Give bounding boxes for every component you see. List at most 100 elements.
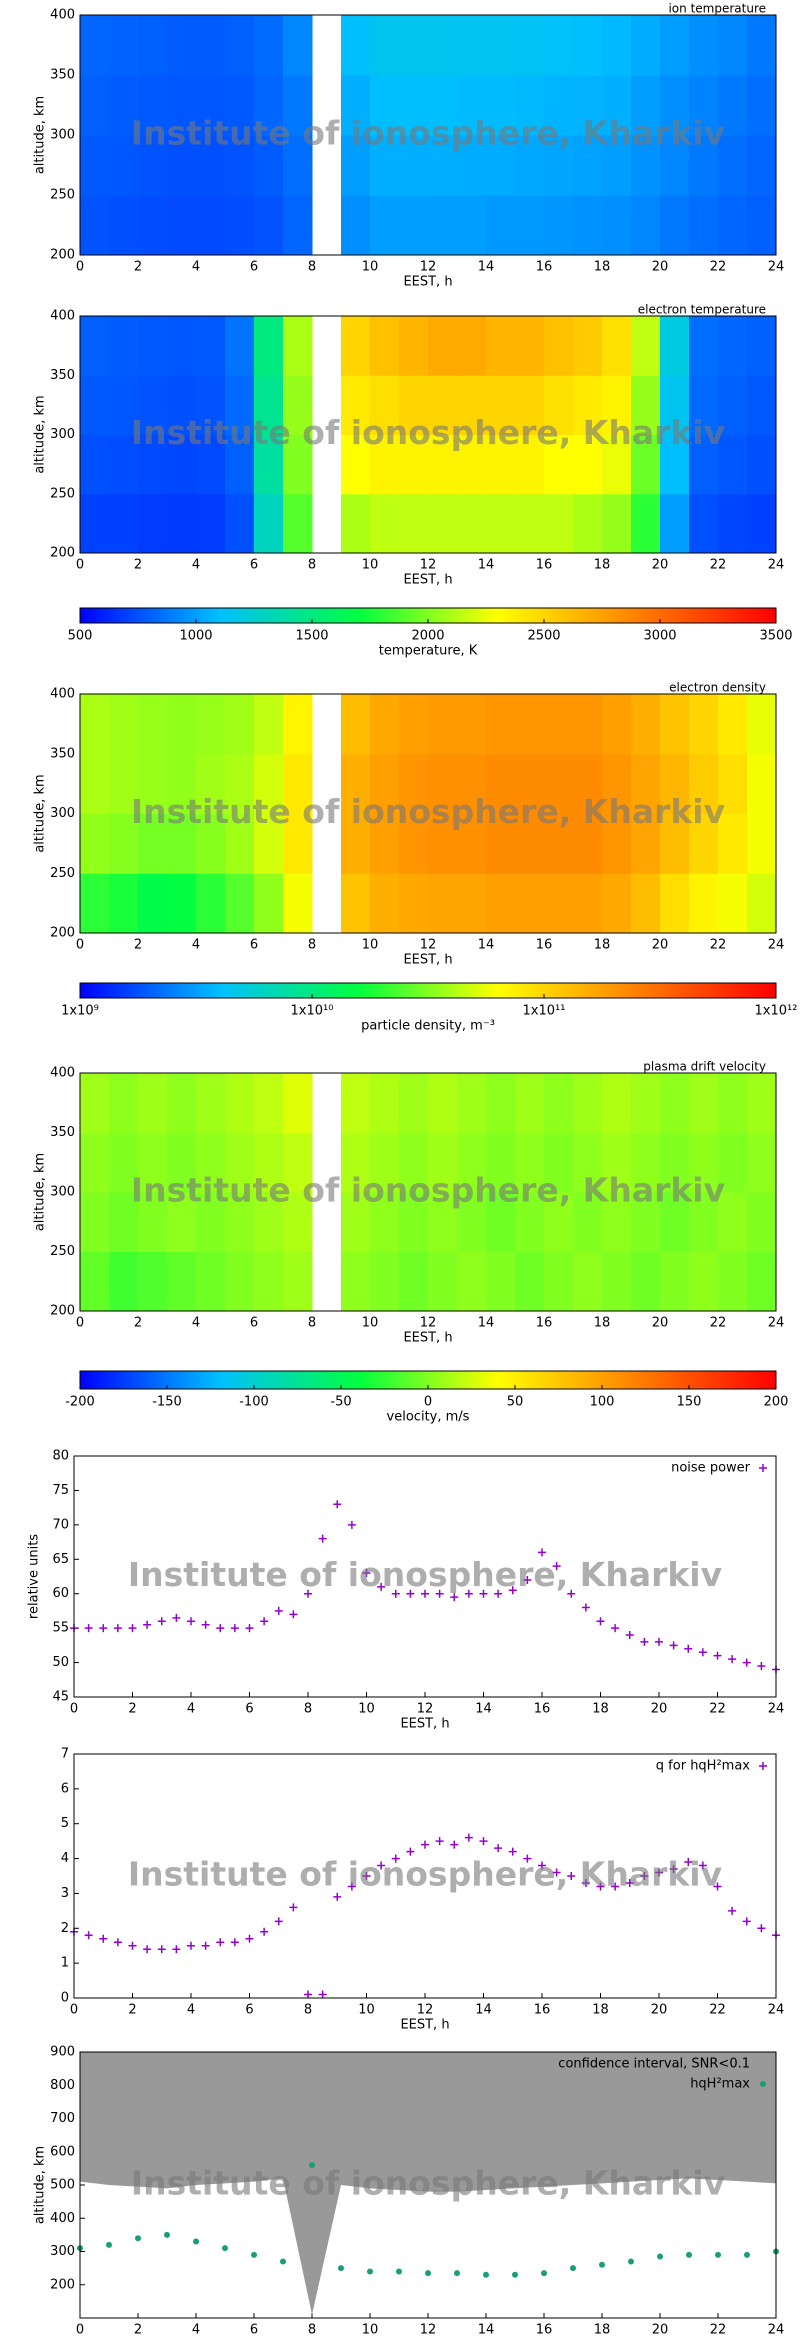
x-tick-label: 10 — [358, 2003, 375, 2018]
heatmap-cell — [689, 15, 719, 76]
heatmap-cell — [544, 195, 574, 256]
y-tick-label: 80 — [52, 1449, 69, 1464]
heatmap-cell — [660, 753, 690, 814]
heatmap-cell — [457, 694, 487, 755]
point — [201, 1941, 210, 1950]
x-tick-label: 22 — [710, 260, 727, 275]
point — [245, 1934, 254, 1943]
heatmap-cell — [254, 1132, 284, 1193]
heatmap-cell — [660, 375, 690, 435]
heatmap-cell — [370, 493, 400, 554]
point — [512, 2271, 518, 2278]
x-tick-label: 22 — [710, 938, 727, 953]
heatmap-cell — [196, 493, 226, 554]
point — [230, 1624, 239, 1633]
colorbar-tick-label: 1x10¹² — [755, 1004, 798, 1019]
point — [669, 1641, 678, 1650]
x-tick-label: 14 — [478, 1316, 495, 1331]
point — [508, 1586, 517, 1595]
heatmap-cell — [544, 1192, 574, 1252]
point — [421, 1840, 429, 1849]
x-tick-label: 6 — [250, 2323, 258, 2337]
heatmap-cell — [80, 316, 110, 376]
point — [304, 1990, 312, 1999]
point — [581, 1603, 590, 1612]
x-tick-label: 12 — [417, 2003, 434, 2018]
watermark: Institute of ionosphere, Kharkiv — [128, 1555, 723, 1594]
point — [655, 1637, 663, 1646]
x-tick-label: 8 — [304, 2003, 312, 2018]
heatmap-cell — [747, 1073, 777, 1133]
point — [216, 1938, 225, 1947]
point — [479, 1837, 488, 1846]
x-tick-label: 18 — [594, 558, 611, 573]
heatmap-cell — [254, 15, 284, 76]
heatmap-cell — [196, 1192, 226, 1252]
x-tick-label: 2 — [134, 938, 142, 953]
x-tick-label: 18 — [594, 2323, 611, 2337]
x-tick-label: 24 — [768, 260, 785, 275]
heatmap-cell — [544, 1132, 574, 1193]
x-tick-label: 8 — [308, 1316, 316, 1331]
heatmap-cell — [486, 434, 516, 495]
heatmap-cell — [428, 813, 458, 874]
point — [260, 1927, 269, 1936]
plot-frame — [79, 14, 777, 256]
heatmap-cell — [573, 375, 603, 435]
heatmap-cell — [254, 813, 284, 874]
heatmap-cell — [283, 195, 313, 256]
heatmap-cell — [486, 753, 516, 814]
point — [479, 1589, 488, 1598]
heatmap-cell — [457, 15, 487, 76]
heatmap-cell — [341, 873, 371, 934]
heatmap-cell — [428, 1192, 458, 1252]
heatmap-cell — [196, 434, 226, 495]
heatmap-cell — [631, 1132, 661, 1193]
heatmap-cell — [399, 75, 429, 136]
heatmap-cell — [138, 1073, 168, 1133]
y-tick-label: 300 — [50, 2244, 75, 2259]
y-tick-label: 70 — [52, 1517, 69, 1532]
heatmap-cell — [283, 813, 313, 874]
point — [640, 1872, 649, 1880]
x-tick-label: 14 — [478, 2323, 495, 2337]
heatmap-cell — [80, 694, 110, 755]
watermark: Institute of ionosphere, Kharkiv — [131, 413, 726, 452]
heatmap-cell — [138, 434, 168, 495]
heatmap-cell — [631, 1251, 661, 1312]
heatmap-cell — [109, 316, 139, 376]
x-tick-label: 0 — [70, 1702, 78, 1717]
heatmap-cell — [660, 434, 690, 495]
heatmap-cell — [544, 493, 574, 554]
point — [494, 1844, 503, 1853]
x-tick-label: 14 — [478, 938, 495, 953]
heatmap-cell — [80, 434, 110, 495]
heatmap-cell — [196, 195, 226, 256]
heatmap-cell — [486, 135, 516, 196]
point — [289, 1903, 298, 1912]
heatmap-cell — [341, 195, 371, 256]
heatmap-cell — [515, 753, 545, 814]
heatmap-cell — [254, 75, 284, 136]
y-tick-label: 200 — [50, 546, 75, 561]
heatmap-cell — [747, 1192, 777, 1252]
heatmap-cell — [457, 316, 487, 376]
heatmap-cell — [254, 434, 284, 495]
colorbar-tick-label: 1x10¹¹ — [523, 1004, 566, 1019]
y-tick-label: 350 — [50, 1125, 75, 1140]
x-tick-label: 20 — [652, 260, 669, 275]
heatmap-cell — [225, 75, 255, 136]
heatmap-cell — [80, 195, 110, 256]
point — [450, 1840, 459, 1849]
point — [464, 1589, 473, 1598]
heatmap-cell — [109, 375, 139, 435]
heatmap-cell — [573, 434, 603, 495]
heatmap-cell — [689, 316, 719, 376]
heatmap-cell — [428, 1251, 458, 1312]
heatmap-cell — [225, 135, 255, 196]
point — [338, 2265, 344, 2272]
y-tick-label: 2 — [61, 1921, 69, 1936]
heatmap-cell — [747, 873, 777, 934]
heatmap-cell — [631, 75, 661, 136]
heatmap-cell — [167, 1073, 197, 1133]
